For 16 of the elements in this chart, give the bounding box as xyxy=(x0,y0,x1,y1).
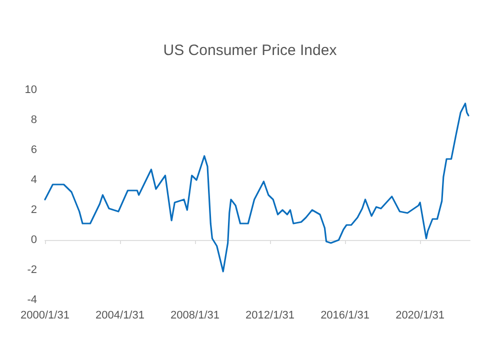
y-tick-label: -4 xyxy=(27,294,37,306)
x-tick-label: 2020/1/31 xyxy=(396,310,445,322)
y-tick-label: 2 xyxy=(30,204,37,216)
y-tick-label: 8 xyxy=(30,114,37,126)
x-tick-label: 2004/1/31 xyxy=(96,310,144,322)
y-tick-label: 0 xyxy=(30,234,37,246)
x-tick-label: 2016/1/31 xyxy=(320,310,370,322)
x-tick-label: 2000/1/31 xyxy=(20,310,70,322)
y-tick-label: -2 xyxy=(27,264,37,276)
x-tick-label: 2008/1/31 xyxy=(170,310,220,322)
chart-title: US Consumer Price Index xyxy=(163,42,338,59)
line-series xyxy=(44,102,470,272)
y-tick-label: 6 xyxy=(30,144,37,156)
y-tick-label: 4 xyxy=(30,174,37,186)
y-tick-label: 10 xyxy=(24,84,37,96)
x-tick-label: 2012/1/31 xyxy=(246,310,294,322)
